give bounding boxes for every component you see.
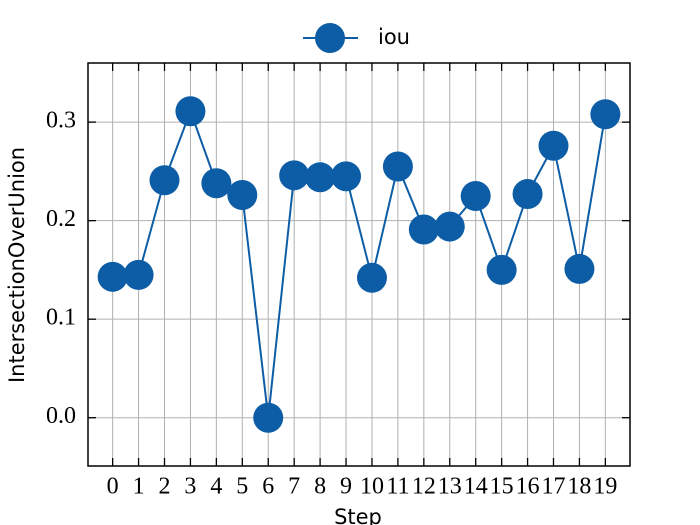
plot-frame xyxy=(87,62,631,467)
point xyxy=(460,181,491,212)
point xyxy=(382,151,413,182)
point xyxy=(512,179,543,210)
point xyxy=(590,99,621,130)
x-tick-label: 17 xyxy=(541,474,565,500)
point xyxy=(201,168,232,199)
x-tick-label: 3 xyxy=(184,474,196,500)
x-axis-label: Step xyxy=(334,505,382,525)
x-tick-label: 13 xyxy=(438,474,462,500)
x-tick-label: 8 xyxy=(314,474,326,500)
x-tick-label: 11 xyxy=(386,474,409,500)
legend-marker xyxy=(315,23,345,53)
legend-label: iou xyxy=(378,25,410,49)
point xyxy=(253,402,284,433)
point xyxy=(149,165,180,196)
point xyxy=(227,180,258,211)
x-tick-label: 15 xyxy=(490,474,514,500)
y-tick-label: 0.0 xyxy=(46,403,76,429)
x-tick-label: 18 xyxy=(567,474,591,500)
point xyxy=(356,262,387,293)
x-tick-label: 1 xyxy=(133,474,145,500)
line xyxy=(112,108,607,418)
x-tick-label: 14 xyxy=(464,474,488,500)
y-tick-label: 0.2 xyxy=(46,206,76,232)
point xyxy=(97,261,128,292)
point xyxy=(279,160,310,191)
point xyxy=(305,162,336,193)
x-tick-label: 5 xyxy=(236,474,248,500)
point xyxy=(434,211,465,242)
x-tick-label: 10 xyxy=(360,474,384,500)
x-tick-label: 9 xyxy=(340,474,352,500)
point xyxy=(486,254,517,285)
point xyxy=(123,259,154,290)
point xyxy=(408,214,439,245)
point xyxy=(175,96,206,127)
x-tick-label: 2 xyxy=(159,474,171,500)
x-tick-label: 0 xyxy=(107,474,119,500)
y-axis-label: IntersectionOverUnion xyxy=(5,147,29,383)
y-tick-label: 0.3 xyxy=(46,108,76,134)
point xyxy=(331,161,362,192)
x-tick-label: 19 xyxy=(593,474,617,500)
point xyxy=(538,130,569,161)
x-tick-label: 4 xyxy=(210,474,222,500)
x-tick-label: 12 xyxy=(412,474,436,500)
x-tick-label: 6 xyxy=(262,474,274,500)
x-tick-label: 7 xyxy=(288,474,300,500)
point xyxy=(564,253,595,284)
y-tick-label: 0.1 xyxy=(46,305,76,331)
x-tick-label: 16 xyxy=(516,474,540,500)
